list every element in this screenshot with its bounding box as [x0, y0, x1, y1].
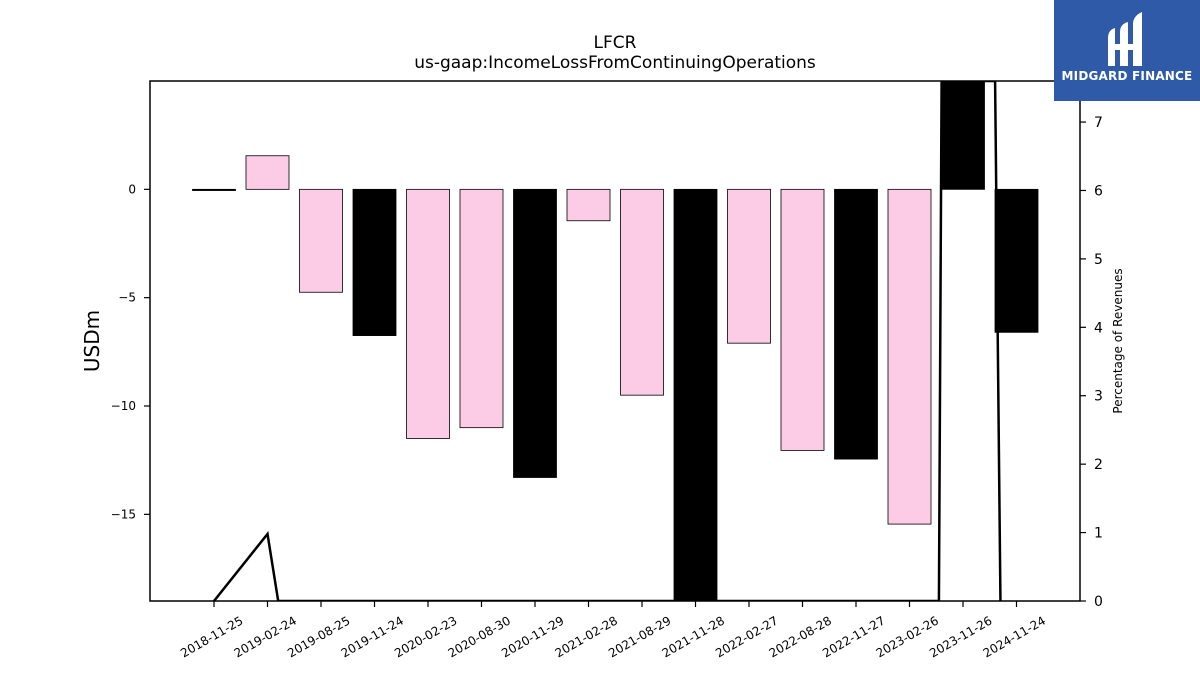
- bar-2020-08-30: [459, 188, 504, 429]
- bar-2020-11-29: [513, 188, 557, 478]
- bar-2020-02-23: [406, 188, 450, 439]
- y2-tick-label: 0: [1094, 594, 1103, 610]
- y-tick-label: −15: [111, 507, 136, 521]
- bar-2018-11-25: [192, 188, 236, 191]
- bar-2019-02-24: [245, 155, 290, 190]
- y2-axis-label: Percentage of Revenues: [1111, 268, 1125, 413]
- bar-2021-11-28: [673, 188, 718, 601]
- y2-tick-label: 1: [1094, 526, 1103, 542]
- plot-frame: [149, 80, 1081, 602]
- bar-2022-11-27: [834, 188, 878, 460]
- y2-tick-label: 7: [1094, 115, 1103, 131]
- y2-tick-label: 5: [1094, 252, 1103, 268]
- bar-2023-02-26: [887, 188, 932, 525]
- line-group: [213, 81, 1002, 601]
- bar-2023-11-26: [941, 81, 985, 190]
- logo-text: MIDGARD FINANCE: [1061, 69, 1193, 83]
- bar-2019-11-24: [352, 188, 397, 336]
- bar-2022-08-28: [780, 188, 825, 451]
- bar-2022-02-27: [727, 188, 771, 344]
- logo: MIDGARD FINANCE: [1054, 0, 1200, 101]
- chart-title: LFCR: [594, 33, 637, 53]
- y-tick-label: −5: [118, 291, 136, 305]
- bar-2021-02-28: [566, 188, 611, 222]
- y2-tick-label: 2: [1094, 457, 1103, 473]
- y2-tick-label: 4: [1094, 320, 1103, 336]
- bars-group: [192, 81, 1039, 601]
- logo-mark-icon: [1108, 12, 1142, 66]
- y2-tick-label: 3: [1094, 389, 1103, 405]
- y-tick-label: −10: [111, 399, 136, 413]
- line-percentage-of-revenues: [213, 81, 1002, 601]
- y-tick-label: 0: [128, 182, 136, 196]
- bar-2021-08-29: [620, 188, 664, 396]
- bar-2019-08-25: [299, 188, 343, 293]
- chart-subtitle: us-gaap:IncomeLossFromContinuingOperatio…: [414, 53, 816, 73]
- y-axis-label: USDm: [80, 310, 104, 372]
- bar-2024-11-24: [994, 188, 1039, 333]
- y2-tick-label: 6: [1094, 183, 1103, 199]
